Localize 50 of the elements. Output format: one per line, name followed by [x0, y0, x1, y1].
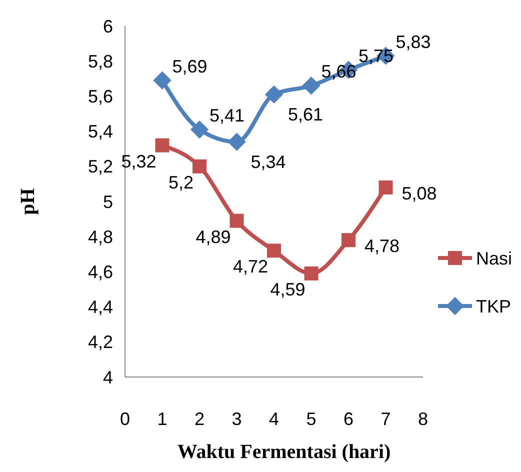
- y-tick-label: 4,8: [88, 226, 113, 247]
- y-axis-title: pH: [17, 188, 39, 215]
- point: [264, 85, 284, 104]
- y-tick-label: 5: [102, 192, 113, 212]
- y-tick-label: 4,4: [88, 297, 113, 318]
- point: [302, 76, 320, 95]
- x-tick-label: 6: [343, 409, 354, 429]
- point: [378, 180, 393, 194]
- point: [155, 138, 170, 152]
- data-label: 4,72: [232, 256, 268, 277]
- point: [153, 71, 172, 90]
- data-label: 5,69: [172, 56, 208, 76]
- point: [230, 214, 244, 228]
- legend-label: TKP: [476, 296, 512, 316]
- data-label: 5,2: [168, 172, 194, 192]
- data-label: 5,32: [121, 151, 156, 172]
- data-label: 5,66: [321, 62, 356, 82]
- data-label: 5,83: [396, 32, 431, 52]
- y-tick-label: 4: [102, 367, 113, 388]
- y-tick-label: 5,2: [88, 156, 113, 177]
- legend-label: Nasi: [476, 248, 512, 268]
- x-tick-label: 2: [194, 409, 205, 429]
- x-tick-label: 5: [306, 409, 316, 429]
- y-tick-label: 5,8: [88, 51, 113, 72]
- x-tick-label: 3: [232, 409, 242, 429]
- y-tick-label: 4,6: [88, 262, 113, 282]
- data-label: 4,78: [364, 236, 400, 256]
- data-label: 5,34: [250, 152, 286, 172]
- data-label: 5,61: [288, 104, 324, 124]
- data-label: 5,75: [358, 46, 394, 66]
- y-tick-label: 4,2: [88, 332, 113, 352]
- data-label: 5,41: [210, 106, 245, 126]
- x-axis-title: Waktu Fermentasi (hari): [177, 441, 391, 463]
- point: [192, 159, 206, 174]
- x-tick-label: 1: [157, 409, 168, 429]
- y-tick-label: 5,4: [88, 122, 113, 142]
- point: [342, 233, 356, 248]
- x-tick-label: 8: [418, 409, 428, 429]
- point: [304, 266, 318, 280]
- x-tick-label: 0: [120, 409, 130, 429]
- y-tick-label: 6: [102, 16, 113, 36]
- y-tick-label: 5,6: [88, 86, 113, 106]
- data-label: 4,59: [270, 279, 306, 300]
- data-label: 4,89: [196, 226, 231, 247]
- point: [190, 120, 209, 139]
- point: [228, 132, 246, 151]
- x-tick-label: 4: [268, 409, 280, 429]
- point: [267, 244, 281, 258]
- data-label: 5,08: [402, 183, 437, 204]
- x-tick-label: 7: [380, 409, 391, 429]
